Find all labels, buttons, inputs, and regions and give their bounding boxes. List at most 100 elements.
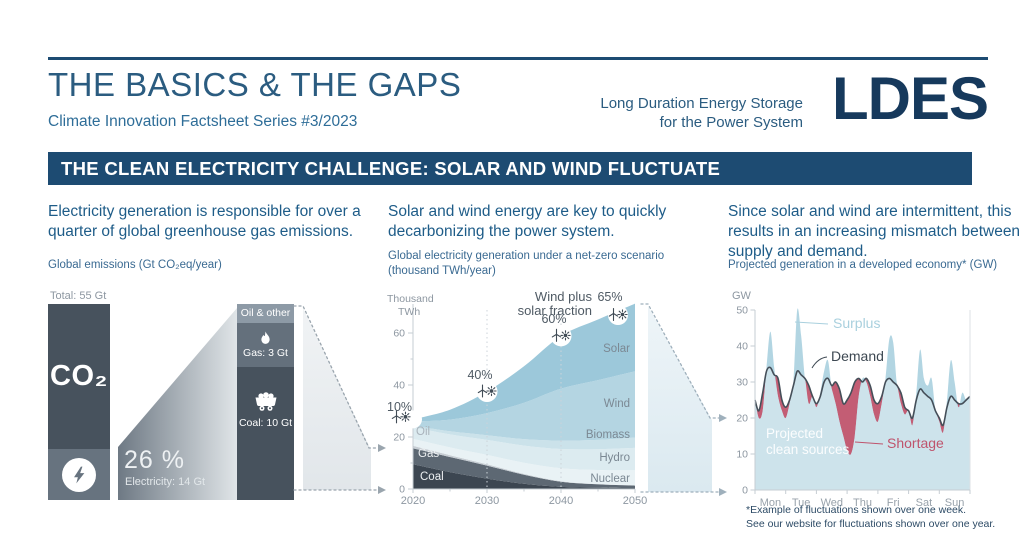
flame-icon: [261, 331, 270, 344]
svg-text:Surplus: Surplus: [833, 315, 880, 331]
svg-text:TWh: TWh: [398, 306, 420, 318]
clean-supply-area: [755, 366, 970, 490]
svg-text:30: 30: [736, 377, 748, 389]
brand-line-1: Long Duration Energy Storage: [600, 95, 803, 112]
x-axis: Mon Tue Wed Thu Fri Sat Sun: [754, 489, 971, 509]
x-axis: 2020 2030 2040 2050: [401, 488, 647, 507]
svg-text:10%: 10%: [387, 400, 412, 414]
svg-text:Projected: Projected: [766, 426, 823, 441]
ldes-logo: LDES: [831, 65, 989, 132]
gas-segment: Gas: 3 Gt: [237, 323, 294, 367]
coal-label: Coal: 10 Gt: [238, 417, 293, 429]
connector-arrow-1: [293, 305, 386, 494]
electricity-share-label: Electricity: 14 Gt: [125, 476, 206, 488]
svg-text:50: 50: [736, 305, 748, 317]
co2-label: CO₂: [50, 360, 108, 392]
area-wind: [413, 371, 635, 441]
area-solar: [413, 303, 635, 422]
lightning-icon: [62, 457, 96, 492]
caption-generation: Global electricity generation under a ne…: [388, 250, 665, 277]
svg-text:10: 10: [736, 449, 748, 461]
svg-text:Wind plus: Wind plus: [535, 289, 593, 304]
svg-text:Tue: Tue: [792, 497, 811, 509]
svg-text:solar fraction: solar fraction: [518, 303, 592, 318]
svg-text:Demand: Demand: [831, 348, 884, 364]
svg-text:clean sources: clean sources: [766, 442, 850, 457]
svg-text:2050: 2050: [623, 495, 647, 507]
svg-text:0: 0: [742, 485, 748, 497]
svg-text:2030: 2030: [475, 495, 499, 507]
svg-text:Thousand: Thousand: [387, 293, 434, 305]
co2-bar: CO₂: [48, 304, 110, 500]
demand-line: [754, 366, 971, 427]
area-biomass: [413, 425, 635, 450]
brand-line-2: for the Power System: [659, 114, 803, 131]
area-coal: [413, 464, 635, 489]
label-coal: Coal: [420, 471, 444, 483]
header-rule: [48, 57, 988, 60]
svg-text:Thu: Thu: [853, 497, 872, 509]
fraction-marker-2020: 10%: [387, 400, 422, 429]
section-banner: THE CLEAN ELECTRICITY CHALLENGE: SOLAR A…: [48, 152, 972, 185]
svg-text:40: 40: [736, 341, 748, 353]
svg-text:20: 20: [393, 432, 405, 444]
svg-text:60%: 60%: [541, 312, 566, 326]
shortage-label: Shortage: [854, 435, 944, 451]
svg-text:GW: GW: [732, 290, 752, 302]
area-hydro: [413, 427, 635, 471]
svg-text:Wed: Wed: [821, 497, 843, 509]
demand-label: Demand: [811, 348, 884, 369]
svg-text:Fri: Fri: [887, 497, 900, 509]
intro-emissions: Electricity generation is responsible fo…: [48, 203, 361, 240]
footnote: *Example of fluctuations shown over one …: [746, 504, 995, 532]
stacked-areas: [413, 303, 635, 489]
wind-sun-icon: [551, 328, 571, 342]
svg-text:65%: 65%: [597, 290, 622, 304]
electricity-breakdown-bar: Oil & other Gas: 3 Gt Coal: 10 Gt: [237, 304, 294, 500]
fraction-marker-2040: 60%: [541, 312, 572, 347]
oil-other-segment: Oil & other: [237, 304, 294, 323]
svg-text:40: 40: [393, 380, 405, 392]
intro-mismatch: Since solar and wind are intermittent, t…: [728, 203, 1021, 260]
wind-sun-icon: [391, 410, 411, 424]
connector-arrow-2: [640, 303, 727, 496]
supply-demand-chart: 0 10 20 30 40 50 GW Mon Tue Wed Thu Fri Sat Sun Surplu…: [732, 290, 971, 509]
label-gas: Gas: [418, 448, 439, 460]
svg-text:0: 0: [399, 484, 405, 496]
label-wind: Wind: [604, 398, 630, 410]
fraction-marker-2050: 65%: [597, 290, 628, 325]
intro-generation: Solar and wind energy are key to quickly…: [388, 203, 667, 240]
surplus-label: Surplus: [794, 315, 880, 331]
svg-text:2020: 2020: [401, 495, 425, 507]
area-nuclear: [413, 438, 635, 486]
y-axis: 0 10 20 30 40 50 GW: [732, 290, 971, 497]
gradient-wedge: [118, 308, 237, 500]
electricity-segment: [48, 449, 110, 500]
svg-text:Sun: Sun: [945, 497, 965, 509]
svg-text:Sat: Sat: [916, 497, 933, 509]
footnote-line-1: *Example of fluctuations shown over one …: [746, 504, 967, 516]
label-biomass: Biomass: [586, 429, 630, 441]
page-subtitle: Climate Innovation Factsheet Series #3/2…: [48, 113, 358, 130]
caption-mismatch: Projected generation in a developed econ…: [728, 259, 998, 271]
electricity-percent: 26 %: [124, 446, 185, 474]
svg-text:60: 60: [393, 328, 405, 340]
label-nuclear: Nuclear: [590, 473, 630, 485]
svg-text:40%: 40%: [467, 368, 492, 382]
coal-segment: Coal: 10 Gt: [237, 367, 294, 500]
co2-segment: CO₂: [48, 304, 110, 449]
wind-sun-icon: [477, 384, 497, 398]
svg-text:2040: 2040: [549, 495, 573, 507]
gas-label: Gas: 3 Gt: [243, 347, 288, 359]
svg-text:Shortage: Shortage: [887, 435, 944, 451]
label-hydro: Hydro: [599, 452, 630, 464]
label-oil: Oil: [416, 426, 430, 438]
footnote-line-2: See our website for fluctuations shown o…: [746, 517, 996, 530]
svg-text:Mon: Mon: [760, 497, 781, 509]
emissions-total-label: Total: 55 Gt: [50, 290, 107, 302]
label-solar: Solar: [603, 343, 630, 355]
